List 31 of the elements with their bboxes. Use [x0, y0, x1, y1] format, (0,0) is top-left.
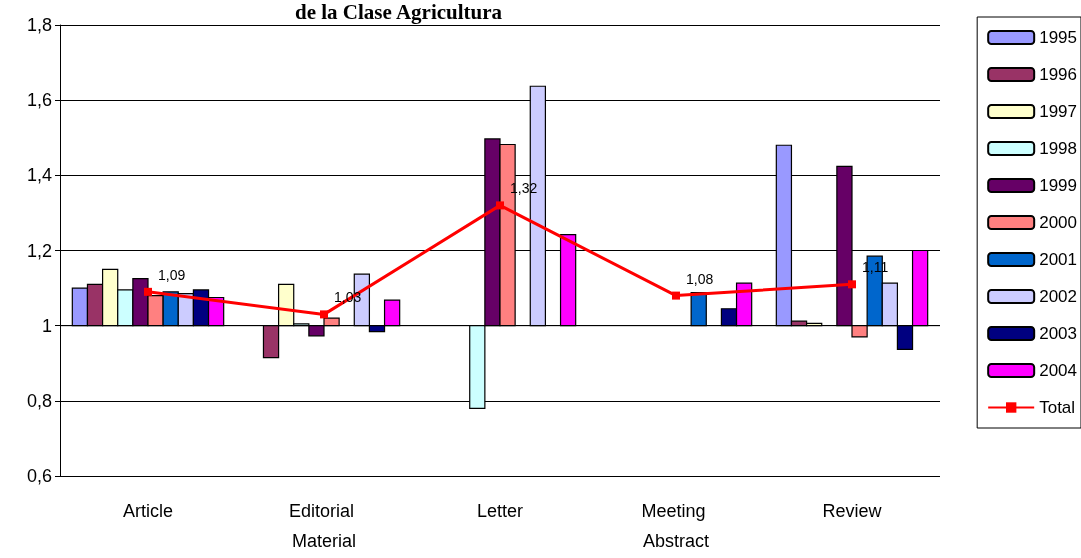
point	[672, 291, 680, 300]
x-tick-label: Article	[122, 501, 174, 521]
x-tick-label: Editorial Material	[288, 501, 360, 551]
legend-label: 2003	[1039, 324, 1078, 343]
point	[320, 310, 328, 319]
y-tick-label: 1,6	[26, 90, 52, 111]
point	[496, 201, 504, 210]
legend-label: Total	[1039, 398, 1076, 417]
x-tick-label: Review	[822, 501, 883, 521]
y-tick-label: 1,8	[26, 15, 52, 35]
y-tick-label: 0,6	[26, 466, 52, 486]
legend-label: 1997	[1039, 102, 1078, 121]
legend-label: 2002	[1039, 287, 1078, 306]
legend-label: 1995	[1039, 28, 1078, 47]
point	[848, 280, 856, 289]
legend-label: 1998	[1039, 139, 1078, 158]
legend-label: 2001	[1039, 250, 1078, 269]
y-tick-label: 1,4	[26, 165, 52, 186]
chart-title: de la Clase Agricultura	[295, 0, 503, 24]
y-tick-label: 1	[41, 315, 52, 336]
data-label: 1,09	[158, 266, 186, 283]
data-label: 1,08	[686, 270, 714, 287]
x-tick-label: Meeting Abstract	[641, 501, 711, 551]
legend-label: 2000	[1039, 213, 1078, 232]
y-tick-label: 0,8	[26, 390, 52, 411]
point	[144, 287, 152, 296]
x-tick-label: Letter	[476, 501, 524, 521]
y-tick-label: 1,2	[26, 240, 52, 261]
legend-label: 1996	[1039, 65, 1078, 84]
legend-label: 1999	[1039, 176, 1078, 195]
legend-label: 2004	[1039, 361, 1078, 380]
